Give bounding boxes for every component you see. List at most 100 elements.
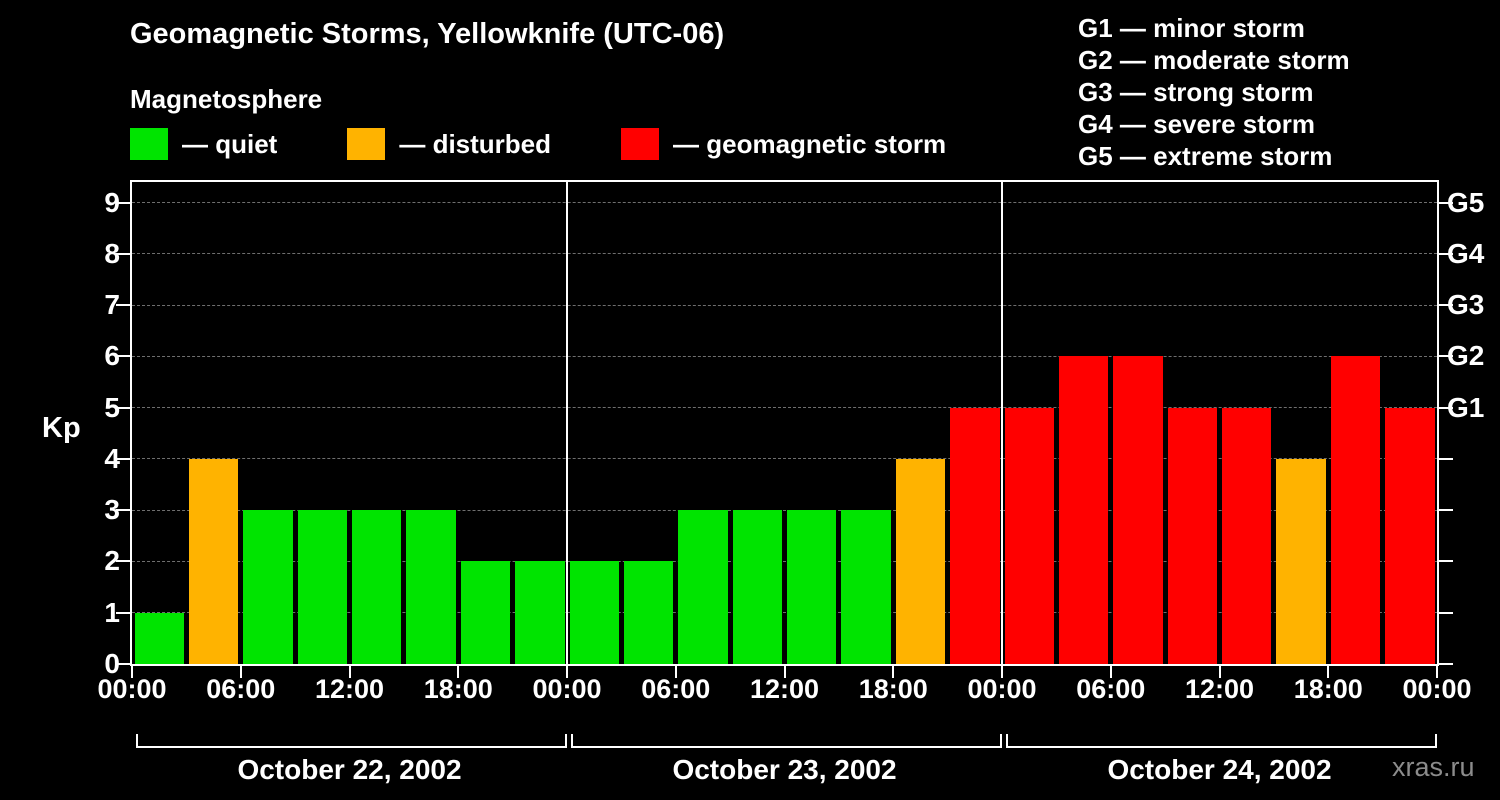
kp-gridline [132,458,1437,460]
g-scale-legend: G1 — minor storm G2 — moderate storm G3 — … [1078,12,1350,172]
date-bracket [571,734,1002,748]
kp-bar [841,510,891,664]
kp-gridline [132,253,1437,255]
kp-gridline [132,355,1437,357]
kp-gridline [132,202,1437,204]
kp-bar [134,612,184,664]
y-axis-tick-right [1439,663,1453,665]
legend-heading: Magnetosphere [130,84,323,114]
kp-gridline [132,407,1437,409]
watermark: xras.ru [1392,752,1475,782]
x-tick-label: 18:00 [1293,674,1363,704]
kp-bar-chart: 0 1 2 3 4 5 6 7 8 9 G1 G2 G3 G4 G5 00:00 06:00 12:00 18:00… [97,180,1484,785]
legend-label: — geomagnetic storm [673,128,947,159]
y-axis-tick-right [1439,509,1453,512]
storm-swatch-icon [621,128,660,160]
x-axis-tick [1327,666,1330,678]
y-axis-tick-right [1439,304,1453,307]
x-axis-tick [566,666,568,678]
date-label: October 22, 2002 [237,754,462,785]
y-axis-tick [116,611,130,614]
g-legend-line: G1 — minor storm [1078,13,1305,43]
x-tick-label: 18:00 [858,674,928,704]
x-tick-label: 12:00 [314,674,385,704]
x-axis-tick [1218,666,1221,678]
quiet-swatch-icon [130,128,168,160]
kp-bar [678,510,728,664]
x-axis-tick [348,666,351,678]
y-tick-label: 1 [104,596,120,628]
kp-gridline [132,304,1437,306]
kp-bar [787,510,837,664]
kp-bar [352,510,402,664]
kp-bar [243,510,293,664]
kp-bar [623,561,674,664]
x-tick-label: 06:00 [206,674,276,704]
date-bracket [1006,734,1437,748]
y-tick-label: 7 [104,289,120,321]
legend-item: — disturbed [347,128,551,160]
legend-label: — quiet [182,128,278,159]
y-axis-tick [116,201,130,204]
y-axis-tick [116,252,130,255]
kp-bar [406,510,456,664]
y-tick-label: 4 [104,442,120,474]
x-axis-tick [239,666,242,678]
y-axis-tick [116,457,130,460]
x-tick-label: 06:00 [641,674,711,704]
kp-gridline [132,560,1437,562]
y-axis-tick-right [1439,355,1453,358]
y-axis-tick [116,355,130,358]
kp-bar [895,458,946,664]
y-axis-tick [116,509,130,512]
x-axis-tick [1109,666,1112,678]
y-axis-tick [116,406,130,409]
y-axis-tick [116,560,130,563]
page-title: Geomagnetic Storms, Yellowknife (UTC-06) [130,18,725,50]
g-legend-line: G3 — strong storm [1078,77,1314,107]
x-tick-label: 00:00 [97,674,167,704]
x-axis-tick [1436,666,1438,678]
kp-bar [1385,407,1435,664]
g-legend-line: G4 — severe storm [1078,109,1316,139]
kp-bar [1167,407,1217,664]
g-legend-line: G2 — moderate storm [1078,45,1350,75]
y-tick-label: 3 [104,494,120,526]
y-tick-label: 6 [104,340,120,372]
kp-bar [1058,356,1109,664]
y-axis-tick-right [1439,252,1453,255]
g-legend-line: G5 — extreme storm [1078,141,1333,171]
x-axis-tick [783,666,786,678]
day-separator [566,182,568,664]
kp-bar [297,510,347,664]
x-axis-tick [1001,666,1003,678]
x-tick-label: 12:00 [749,674,820,704]
kp-bar [569,561,619,664]
kp-bar [460,561,511,664]
x-tick-label: 06:00 [1076,674,1146,704]
x-axis-tick [674,666,677,678]
g-level-label: G4 [1447,237,1485,269]
date-label: October 24, 2002 [1107,754,1332,785]
g-level-label: G2 [1447,340,1485,372]
y-axis-tick-right [1439,560,1453,563]
y-tick-label: 2 [104,545,120,577]
kp-status-legend: — quiet — disturbed — geomagnetic storm [130,128,946,160]
x-axis-tick [892,666,895,678]
x-tick-label: 18:00 [423,674,493,704]
legend-item: — quiet [130,128,277,160]
kp-bar [1330,356,1381,664]
kp-bar [188,458,239,664]
x-axis-tick [131,666,133,678]
x-tick-label: 12:00 [1184,674,1255,704]
legend-item: — geomagnetic storm [621,128,946,160]
g-level-label: G1 [1447,391,1485,423]
g-level-label: G5 [1447,186,1485,218]
x-tick-label: 00:00 [967,674,1037,704]
legend-label: — disturbed [399,128,552,159]
x-tick-label: 00:00 [532,674,602,704]
disturbed-swatch-icon [347,128,386,160]
y-tick-label: 0 [104,648,120,679]
day-separator [1001,182,1003,664]
